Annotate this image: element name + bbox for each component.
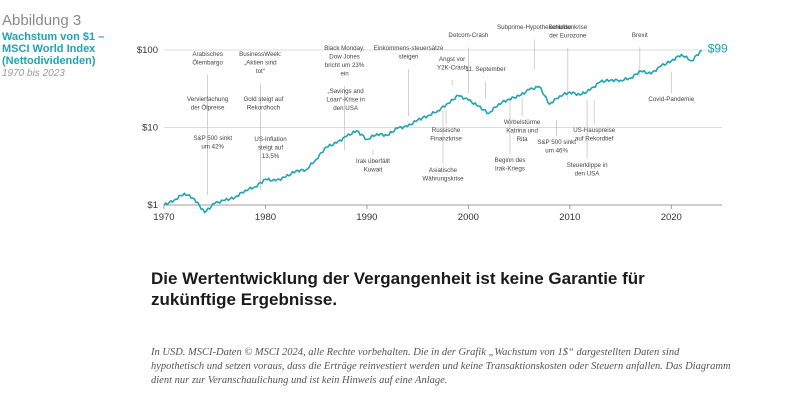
event-annotation: Covid-Pandemie [648, 96, 694, 103]
event-annotation: Vervierfachung der Ölpreise [187, 96, 229, 112]
event-annotation: S&P 500 sinkt um 42% [193, 135, 232, 151]
y-tick-label: $100 [137, 45, 158, 56]
growth-line-chart: Arabisches Ölembargo Vervierfachung der Ölp… [137, 24, 728, 223]
x-tick-label: 2000 [458, 212, 479, 223]
x-tick-label: 2020 [661, 212, 682, 223]
event-annotation: Schuldenkrise der Eurozone [548, 24, 587, 40]
event-annotation: US-Hauspreise auf Rekordtief [573, 127, 616, 143]
x-tick-label: 1980 [255, 212, 276, 223]
event-annotation: Einkommens-steuersätze steigen [374, 45, 444, 61]
event-annotation: Asiatische Währungskrise [422, 167, 464, 183]
figure-title: Wachstum von $1 – MSCI World Index (Nett… [2, 31, 105, 67]
event-annotation: Steuerklippe in den USA [567, 162, 608, 178]
figure-date-range: 1970 bis 2023 [2, 68, 65, 79]
event-annotation: Black Monday: Dow Jones bricht um 23% ein [324, 45, 365, 78]
event-annotation: Irak überfällt Kuwait [356, 158, 390, 174]
y-tick-label: $1 [147, 200, 158, 211]
event-annotation: BusinessWeek: „Aktien sind tot“ [239, 51, 282, 75]
event-annotation: Brexit [632, 32, 648, 39]
y-tick-label: $10 [142, 123, 158, 134]
figure-caption: Abbildung 3 Wachstum von $1 – MSCI World… [2, 12, 142, 79]
chart-series: $99 [163, 41, 728, 214]
event-annotation: Wirbelstürme Katrina und Rita [504, 119, 541, 143]
x-tick-label: 1990 [356, 212, 377, 223]
event-annotation: Beginn des Irak-Kriegs [494, 157, 525, 173]
figure-label: Abbildung 3 [2, 12, 82, 29]
end-value-label: $99 [708, 41, 728, 55]
x-tick-label: 2010 [559, 212, 580, 223]
chart-axes: $1 $10 $100 1970 1980 1990 2000 2010 2020 [137, 45, 722, 223]
event-annotation: Gold steigt auf Rekordhoch [243, 96, 283, 112]
chart-annotations: Arabisches Ölembargo Vervierfachung der Ölp… [187, 24, 695, 195]
event-annotation: Subprime-Hypothekenkrise [497, 24, 572, 31]
x-tick-label: 1970 [153, 212, 174, 223]
event-annotation: 11. September [466, 66, 506, 73]
event-annotation: Russische Finanzkrise [430, 127, 462, 143]
series-line [163, 49, 703, 214]
event-annotation: S&P 500 sinkt um 46% [537, 139, 576, 155]
event-annotation: Dotcom-Crash [448, 32, 488, 39]
performance-disclaimer: Die Wertentwicklung der Vergangenheit is… [151, 269, 645, 309]
event-annotation: Arabisches Ölembargo [192, 51, 223, 67]
event-annotation: „Savings and Loan“-Krise in den USA [326, 88, 365, 112]
event-annotation: US-Inflation steigt auf 13,5% [254, 136, 287, 160]
event-annotation: Angst vor Y2K-Crash [437, 56, 468, 72]
source-footnote: In USD. MSCI-Daten © MSCI 2024, alle Rec… [151, 347, 731, 386]
